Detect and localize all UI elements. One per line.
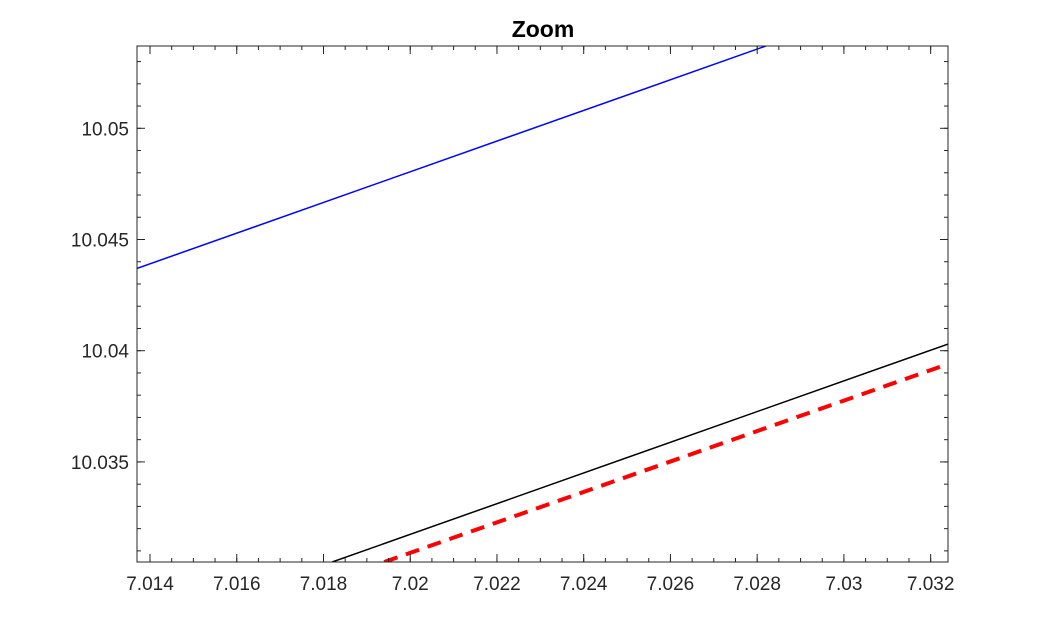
x-tick-label: 7.02 (392, 574, 429, 595)
series-line-2 (331, 343, 948, 562)
x-tick-label: 7.028 (733, 574, 781, 595)
x-tick-label: 7.022 (473, 574, 521, 595)
y-tick-label: 10.05 (81, 119, 129, 140)
plot-frame (136, 45, 949, 563)
y-tick-label: 10.035 (71, 453, 129, 474)
series-line-1 (137, 46, 767, 270)
x-tick-label: 7.024 (560, 574, 608, 595)
series-line-3 (383, 362, 948, 562)
x-tick-label: 7.018 (300, 574, 348, 595)
x-tick-label: 7.014 (126, 574, 174, 595)
x-tick-label: 7.03 (825, 574, 862, 595)
y-tick-label: 10.045 (71, 231, 129, 252)
chart-title: Zoom (512, 16, 575, 42)
x-tick-label: 7.026 (647, 574, 695, 595)
x-tick-label: 7.032 (907, 574, 955, 595)
x-tick-label: 7.016 (213, 574, 261, 595)
y-tick-label: 10.04 (81, 342, 129, 363)
